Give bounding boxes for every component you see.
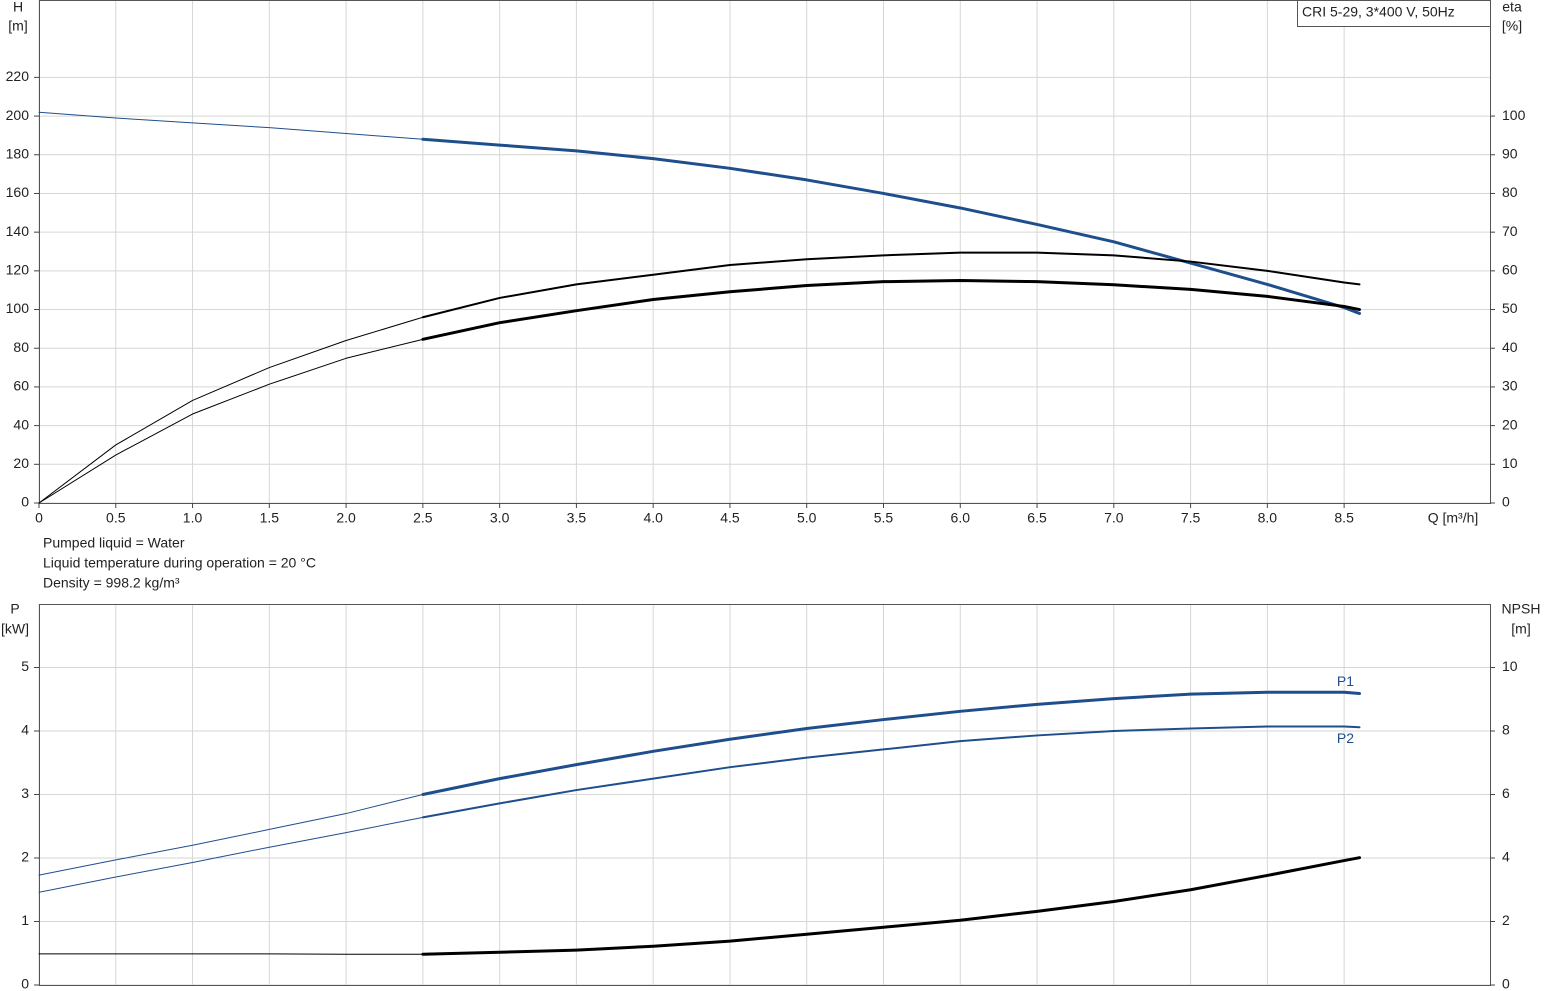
note: Density = 998.2 kg/m³ <box>43 575 180 591</box>
y2-tick-label: 2 <box>1502 912 1510 928</box>
y2-tick-label: 70 <box>1502 223 1518 239</box>
y2-tick-label: 50 <box>1502 300 1518 316</box>
curve <box>38 316 424 504</box>
y-tick-label: 220 <box>6 68 30 84</box>
x-tick-label: 5.5 <box>874 510 894 526</box>
curve <box>421 856 1361 956</box>
x-tick-label: 2.5 <box>413 510 433 526</box>
series-label: P1 <box>1337 673 1354 689</box>
y2-tick-label: 10 <box>1502 658 1518 674</box>
y-axis-unit: [m] <box>8 18 27 34</box>
y-axis-unit: [kW] <box>1 621 29 637</box>
y-tick-label: 160 <box>6 184 30 200</box>
y2-axis-unit: [m] <box>1511 621 1530 637</box>
curve <box>421 279 1361 341</box>
x-tick-label: 0.5 <box>106 510 126 526</box>
y-tick-label: 200 <box>6 107 30 123</box>
note: Pumped liquid = Water <box>43 535 185 551</box>
y2-tick-label: 8 <box>1502 722 1510 738</box>
x-tick-label: 2.0 <box>336 510 356 526</box>
x-tick-label: 6.5 <box>1027 510 1047 526</box>
y2-tick-label: 10 <box>1502 455 1518 471</box>
y2-tick-label: 0 <box>1502 976 1510 991</box>
y2-axis-unit: [%] <box>1502 18 1522 34</box>
curve <box>38 794 424 876</box>
y-tick-label: 2 <box>21 849 29 865</box>
series-label: P2 <box>1337 730 1354 746</box>
y-tick-label: 0 <box>21 976 29 991</box>
y-axis-label: P <box>10 601 19 617</box>
y-tick-label: 5 <box>21 658 29 674</box>
x-tick-label: 1.0 <box>183 510 203 526</box>
x-tick-label: 0 <box>35 510 43 526</box>
note: Liquid temperature during operation = 20… <box>43 555 316 571</box>
y2-tick-label: 60 <box>1502 262 1518 278</box>
x-tick-label: 4.0 <box>643 510 663 526</box>
y-tick-label: 100 <box>6 300 30 316</box>
x-tick-label: 5.0 <box>797 510 817 526</box>
curve <box>38 816 424 893</box>
x-tick-label: 4.5 <box>720 510 740 526</box>
y-tick-label: 180 <box>6 145 30 161</box>
x-tick-label: 7.0 <box>1104 510 1124 526</box>
y2-tick-label: 20 <box>1502 416 1518 432</box>
y2-tick-label: 4 <box>1502 849 1510 865</box>
curve <box>421 251 1361 319</box>
y2-tick-label: 0 <box>1502 494 1510 510</box>
y-tick-label: 120 <box>6 262 30 278</box>
y-tick-label: 1 <box>21 912 29 928</box>
y-tick-label: 20 <box>13 455 29 471</box>
curve <box>38 111 424 140</box>
curve <box>421 137 1361 315</box>
x-tick-label: 8.5 <box>1334 510 1354 526</box>
curve <box>38 338 424 504</box>
y2-tick-label: 90 <box>1502 145 1518 161</box>
x-tick-label: 1.5 <box>260 510 280 526</box>
y-tick-label: 140 <box>6 223 30 239</box>
x-tick-label: 8.0 <box>1258 510 1278 526</box>
y2-axis-label: NPSH <box>1502 601 1541 617</box>
y-axis-label: H <box>13 0 23 15</box>
y-tick-label: 3 <box>21 785 29 801</box>
x-tick-label: 6.0 <box>951 510 971 526</box>
y-tick-label: 0 <box>21 494 29 510</box>
y2-tick-label: 80 <box>1502 184 1518 200</box>
y-tick-label: 40 <box>13 416 29 432</box>
title-box <box>1297 0 1491 27</box>
x-tick-label: 3.5 <box>567 510 587 526</box>
y2-axis-label: eta <box>1502 0 1522 15</box>
curve <box>421 690 1361 796</box>
plot-frame <box>39 0 1491 504</box>
x-tick-label: 7.5 <box>1181 510 1201 526</box>
y2-tick-label: 6 <box>1502 785 1510 801</box>
y2-tick-label: 30 <box>1502 378 1518 394</box>
y2-tick-label: 40 <box>1502 339 1518 355</box>
y2-tick-label: 100 <box>1502 107 1526 123</box>
y-tick-label: 4 <box>21 722 29 738</box>
x-tick-label: 3.0 <box>490 510 510 526</box>
chart-title: CRI 5-29, 3*400 V, 50Hz <box>1302 4 1455 20</box>
x-axis-label: Q [m³/h] <box>1428 510 1479 526</box>
curve <box>421 725 1361 819</box>
y-tick-label: 80 <box>13 339 29 355</box>
y-tick-label: 60 <box>13 378 29 394</box>
